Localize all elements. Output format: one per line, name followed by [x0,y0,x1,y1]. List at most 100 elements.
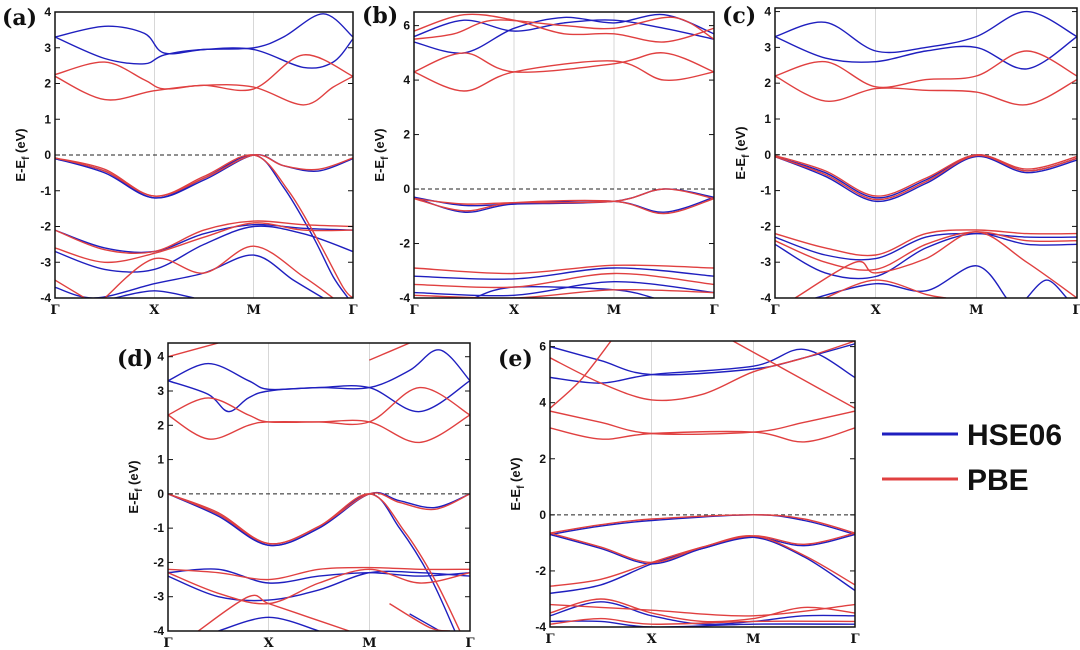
hse06-band-line [55,36,353,69]
hse06-band-line [550,536,855,595]
pbe-band-line [775,154,1077,201]
hse06-band-line [775,10,1077,54]
y-tick-label: 3 [764,40,771,54]
x-tick-label: X [264,636,275,650]
pbe-band-line [55,220,353,255]
x-tick-label: M [969,303,983,318]
pbe-band-line [55,279,86,298]
panel-label: (c) [722,3,756,29]
pbe-band-line [732,341,855,409]
y-axis-label: E-Ef (eV) [126,460,145,513]
y-tick-label: 6 [539,340,546,354]
hse06-band-line [55,225,353,273]
panel-label: (e) [498,346,533,372]
legend-label: HSE06 [967,419,1062,452]
hse06-band-line [473,285,655,298]
hse06-band-line [168,568,470,584]
panel-label: (b) [362,3,398,29]
pbe-band-line [414,264,714,275]
panel-c: -4 -3 -2 -1 0 1 2 3 4 Γ X M Γ E-Ef (eV) (c) [722,3,1080,318]
x-tick-label: X [647,632,658,647]
y-tick-label: -3 [760,255,771,269]
y-tick-label: 4 [539,396,546,410]
x-tick-label: M [746,632,760,647]
hse06-band-line [550,514,855,536]
legend-label: PBE [967,464,1029,497]
x-tick-label: Γ [1072,303,1080,318]
y-tick-label: 2 [764,76,771,90]
x-tick-label: Γ [770,303,780,318]
y-tick-label: 2 [44,77,51,91]
hse06-band-line [168,349,470,391]
hse06-band-line [114,290,195,298]
x-tick-label: M [607,303,621,318]
bands [775,10,1077,298]
pbe-band-line [775,50,1077,89]
bands [55,13,353,298]
panel-label: (a) [2,5,37,31]
hse06-band-line [815,265,1008,298]
x-tick-label: X [509,303,520,318]
pbe-band-line [414,288,714,298]
y-tick-label: -4 [760,291,771,305]
hse06-band-line [1026,279,1068,298]
y-tick-label: 0 [44,148,51,162]
y-tick-label: 0 [764,148,771,162]
y-tick-label: 6 [403,19,410,33]
hse06-band-line [775,232,1077,280]
plot-frame [413,11,715,299]
pbe-band-line [414,52,714,73]
x-tick-label: M [246,303,260,318]
hse06-band-line [168,380,470,413]
panel-a: -4 -3 -2 -1 0 1 2 3 4 Γ X M Γ E-Ef (eV) (a) [2,5,358,318]
hse06-band-line [414,267,714,280]
pbe-band-line [550,535,855,587]
hse06-band-line [55,13,353,55]
y-tick-label: -4 [153,624,164,638]
panel-b: -4 -2 0 2 4 6 Γ X M Γ E-Ef (eV) (b) [362,3,719,318]
y-tick-label: -1 [760,184,771,198]
pbe-band-line [168,568,470,605]
pbe-band-line [550,598,855,623]
hse06-band-line [55,223,353,254]
legend: HSE06 PBE [882,419,1062,497]
pbe-band-line [414,188,714,205]
pbe-band-line [550,341,855,402]
bands [168,343,470,631]
x-tick-label: Γ [163,636,173,650]
pbe-band-line [55,154,353,298]
y-tick-label: -2 [399,237,410,251]
pbe-band-line [775,231,1077,271]
pbe-band-line [550,341,612,409]
hse06-band-line [168,491,470,547]
y-tick-label: 4 [764,5,771,19]
x-tick-label: X [149,303,160,318]
hse06-band-line [168,493,456,631]
hse06-band-line [218,616,320,631]
hse06-band-line [775,154,1077,199]
y-tick-label: -2 [153,555,164,569]
pbe-band-line [168,386,470,426]
hse06-band-line [409,613,441,631]
y-tick-label: 1 [44,112,51,126]
pbe-band-line [55,154,353,197]
pbe-band-line [775,229,1077,257]
x-tick-label: M [362,636,376,650]
pbe-band-line [775,75,1077,106]
hse06-band-line [775,232,1077,261]
pbe-band-line [550,603,855,617]
y-tick-label: 4 [44,5,51,19]
hse06-band-line [168,570,470,602]
pbe-band-line [168,566,470,581]
pbe-band-line [168,492,470,545]
y-axis-label: E-Ef (eV) [733,126,752,179]
y-tick-label: -1 [153,521,164,535]
y-tick-label: 0 [539,508,546,522]
y-tick-label: 1 [764,112,771,126]
x-tick-label: Γ [465,636,475,650]
pbe-band-line [550,410,855,436]
pbe-band-line [794,231,1077,298]
y-tick-label: -2 [760,219,771,233]
pbe-band-line [775,154,1077,197]
y-tick-label: -4 [535,620,546,634]
